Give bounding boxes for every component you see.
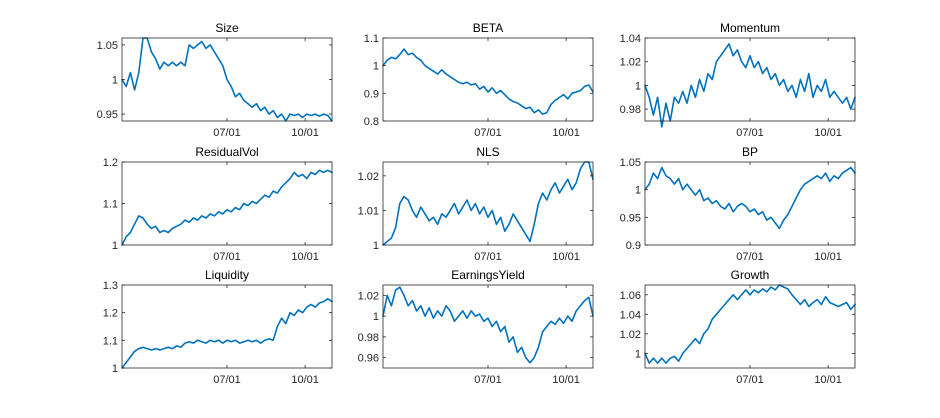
panel-bp: BP 0.9 0.95 1 1.05 07/01 10/01	[620, 145, 856, 263]
y-tick-label: 0.98	[358, 332, 379, 344]
y-tick-label: 0.95	[620, 212, 641, 224]
panel-nls: NLS 1 1.01 1.02 07/01 10/01	[358, 145, 594, 263]
x-tick-label: 10/01	[552, 251, 580, 263]
panel-liquidity: Liquidity 1 1.1 1.2 1.3 07/01 10/01	[103, 268, 333, 386]
panel-title: Momentum	[720, 21, 780, 35]
x-tick-label: 10/01	[552, 127, 580, 139]
y-tick-label: 1.04	[620, 309, 641, 321]
panel-momentum: Momentum 0.98 1 1.02 1.04 07/01 10/01	[620, 21, 856, 139]
y-tick-label: 1	[112, 240, 118, 252]
y-tick-label: 1.02	[358, 171, 379, 183]
y-tick-label: 1	[373, 61, 379, 73]
x-tick-label: 10/01	[814, 374, 842, 386]
panel-title: BP	[742, 145, 758, 159]
panel-title: Size	[215, 21, 239, 35]
y-tick-label: 1.01	[358, 205, 379, 217]
y-tick-label: 1	[373, 240, 379, 252]
series-line-nls	[382, 161, 594, 246]
panel-title: Liquidity	[205, 268, 249, 282]
y-tick-label: 0.98	[620, 104, 641, 116]
y-tick-label: 1.04	[620, 33, 641, 45]
x-tick-label: 07/01	[213, 251, 241, 263]
panel-title: BETA	[473, 21, 503, 35]
x-tick-label: 07/01	[736, 251, 764, 263]
panel-title: EarningsYield	[451, 268, 525, 282]
x-tick-label: 10/01	[814, 127, 842, 139]
panel-beta: BETA 0.8 0.9 1 1.1 07/01 10/01	[364, 21, 594, 139]
y-tick-label: 1.06	[620, 290, 641, 302]
series-line-liquidity	[121, 297, 333, 369]
y-tick-label: 1.2	[103, 157, 118, 169]
x-tick-label: 10/01	[291, 374, 319, 386]
panel-title: NLS	[476, 145, 499, 159]
x-tick-label: 07/01	[213, 127, 241, 139]
series-line-size	[121, 37, 333, 122]
y-tick-label: 1.1	[103, 199, 118, 211]
y-tick-label: 0.95	[97, 109, 118, 121]
y-tick-label: 1.05	[620, 157, 641, 169]
x-tick-label: 07/01	[736, 127, 764, 139]
y-tick-label: 1.1	[103, 335, 118, 347]
series-line-momentum	[644, 43, 856, 128]
y-tick-label: 1.3	[103, 280, 118, 292]
x-tick-label: 07/01	[213, 374, 241, 386]
series-line-growth	[644, 284, 856, 364]
y-tick-label: 1.02	[620, 329, 641, 341]
x-tick-label: 07/01	[474, 374, 502, 386]
x-tick-label: 07/01	[736, 374, 764, 386]
panel-growth: Growth 1 1.02 1.04 1.06 07/01 10/01	[620, 268, 856, 386]
series-line-earningsyield	[382, 286, 594, 364]
x-tick-label: 07/01	[474, 127, 502, 139]
y-tick-label: 1.05	[97, 40, 118, 52]
y-tick-label: 0.9	[626, 240, 641, 252]
panel-title: Growth	[731, 268, 770, 282]
panel-earningsyield: EarningsYield 0.96 0.98 1 1.02 07/01 10/01	[358, 268, 594, 386]
panel-size: Size 0.95 1 1.05 07/01 10/01	[97, 21, 333, 139]
y-tick-label: 0.9	[364, 88, 379, 100]
y-tick-label: 1	[635, 348, 641, 360]
y-tick-label: 1	[373, 311, 379, 323]
series-line-bp	[644, 166, 856, 230]
x-tick-label: 10/01	[291, 251, 319, 263]
series-line-residualvol	[121, 169, 333, 246]
x-tick-label: 07/01	[474, 251, 502, 263]
y-tick-label: 0.96	[358, 353, 379, 365]
series-line-beta	[382, 48, 594, 115]
x-tick-label: 10/01	[814, 251, 842, 263]
panel-title: ResidualVol	[195, 145, 258, 159]
y-tick-label: 1.2	[103, 308, 118, 320]
y-tick-label: 1	[635, 185, 641, 197]
y-tick-label: 0.8	[364, 116, 379, 128]
panel-residualvol: ResidualVol 1 1.1 1.2 07/01 10/01	[103, 145, 333, 263]
y-tick-label: 1.02	[620, 57, 641, 69]
x-tick-label: 10/01	[291, 127, 319, 139]
y-tick-label: 1.1	[364, 33, 379, 45]
y-tick-label: 1	[635, 80, 641, 92]
x-tick-label: 10/01	[552, 374, 580, 386]
y-tick-label: 1	[112, 75, 118, 87]
y-tick-label: 1	[112, 363, 118, 375]
y-tick-label: 1.02	[358, 290, 379, 302]
